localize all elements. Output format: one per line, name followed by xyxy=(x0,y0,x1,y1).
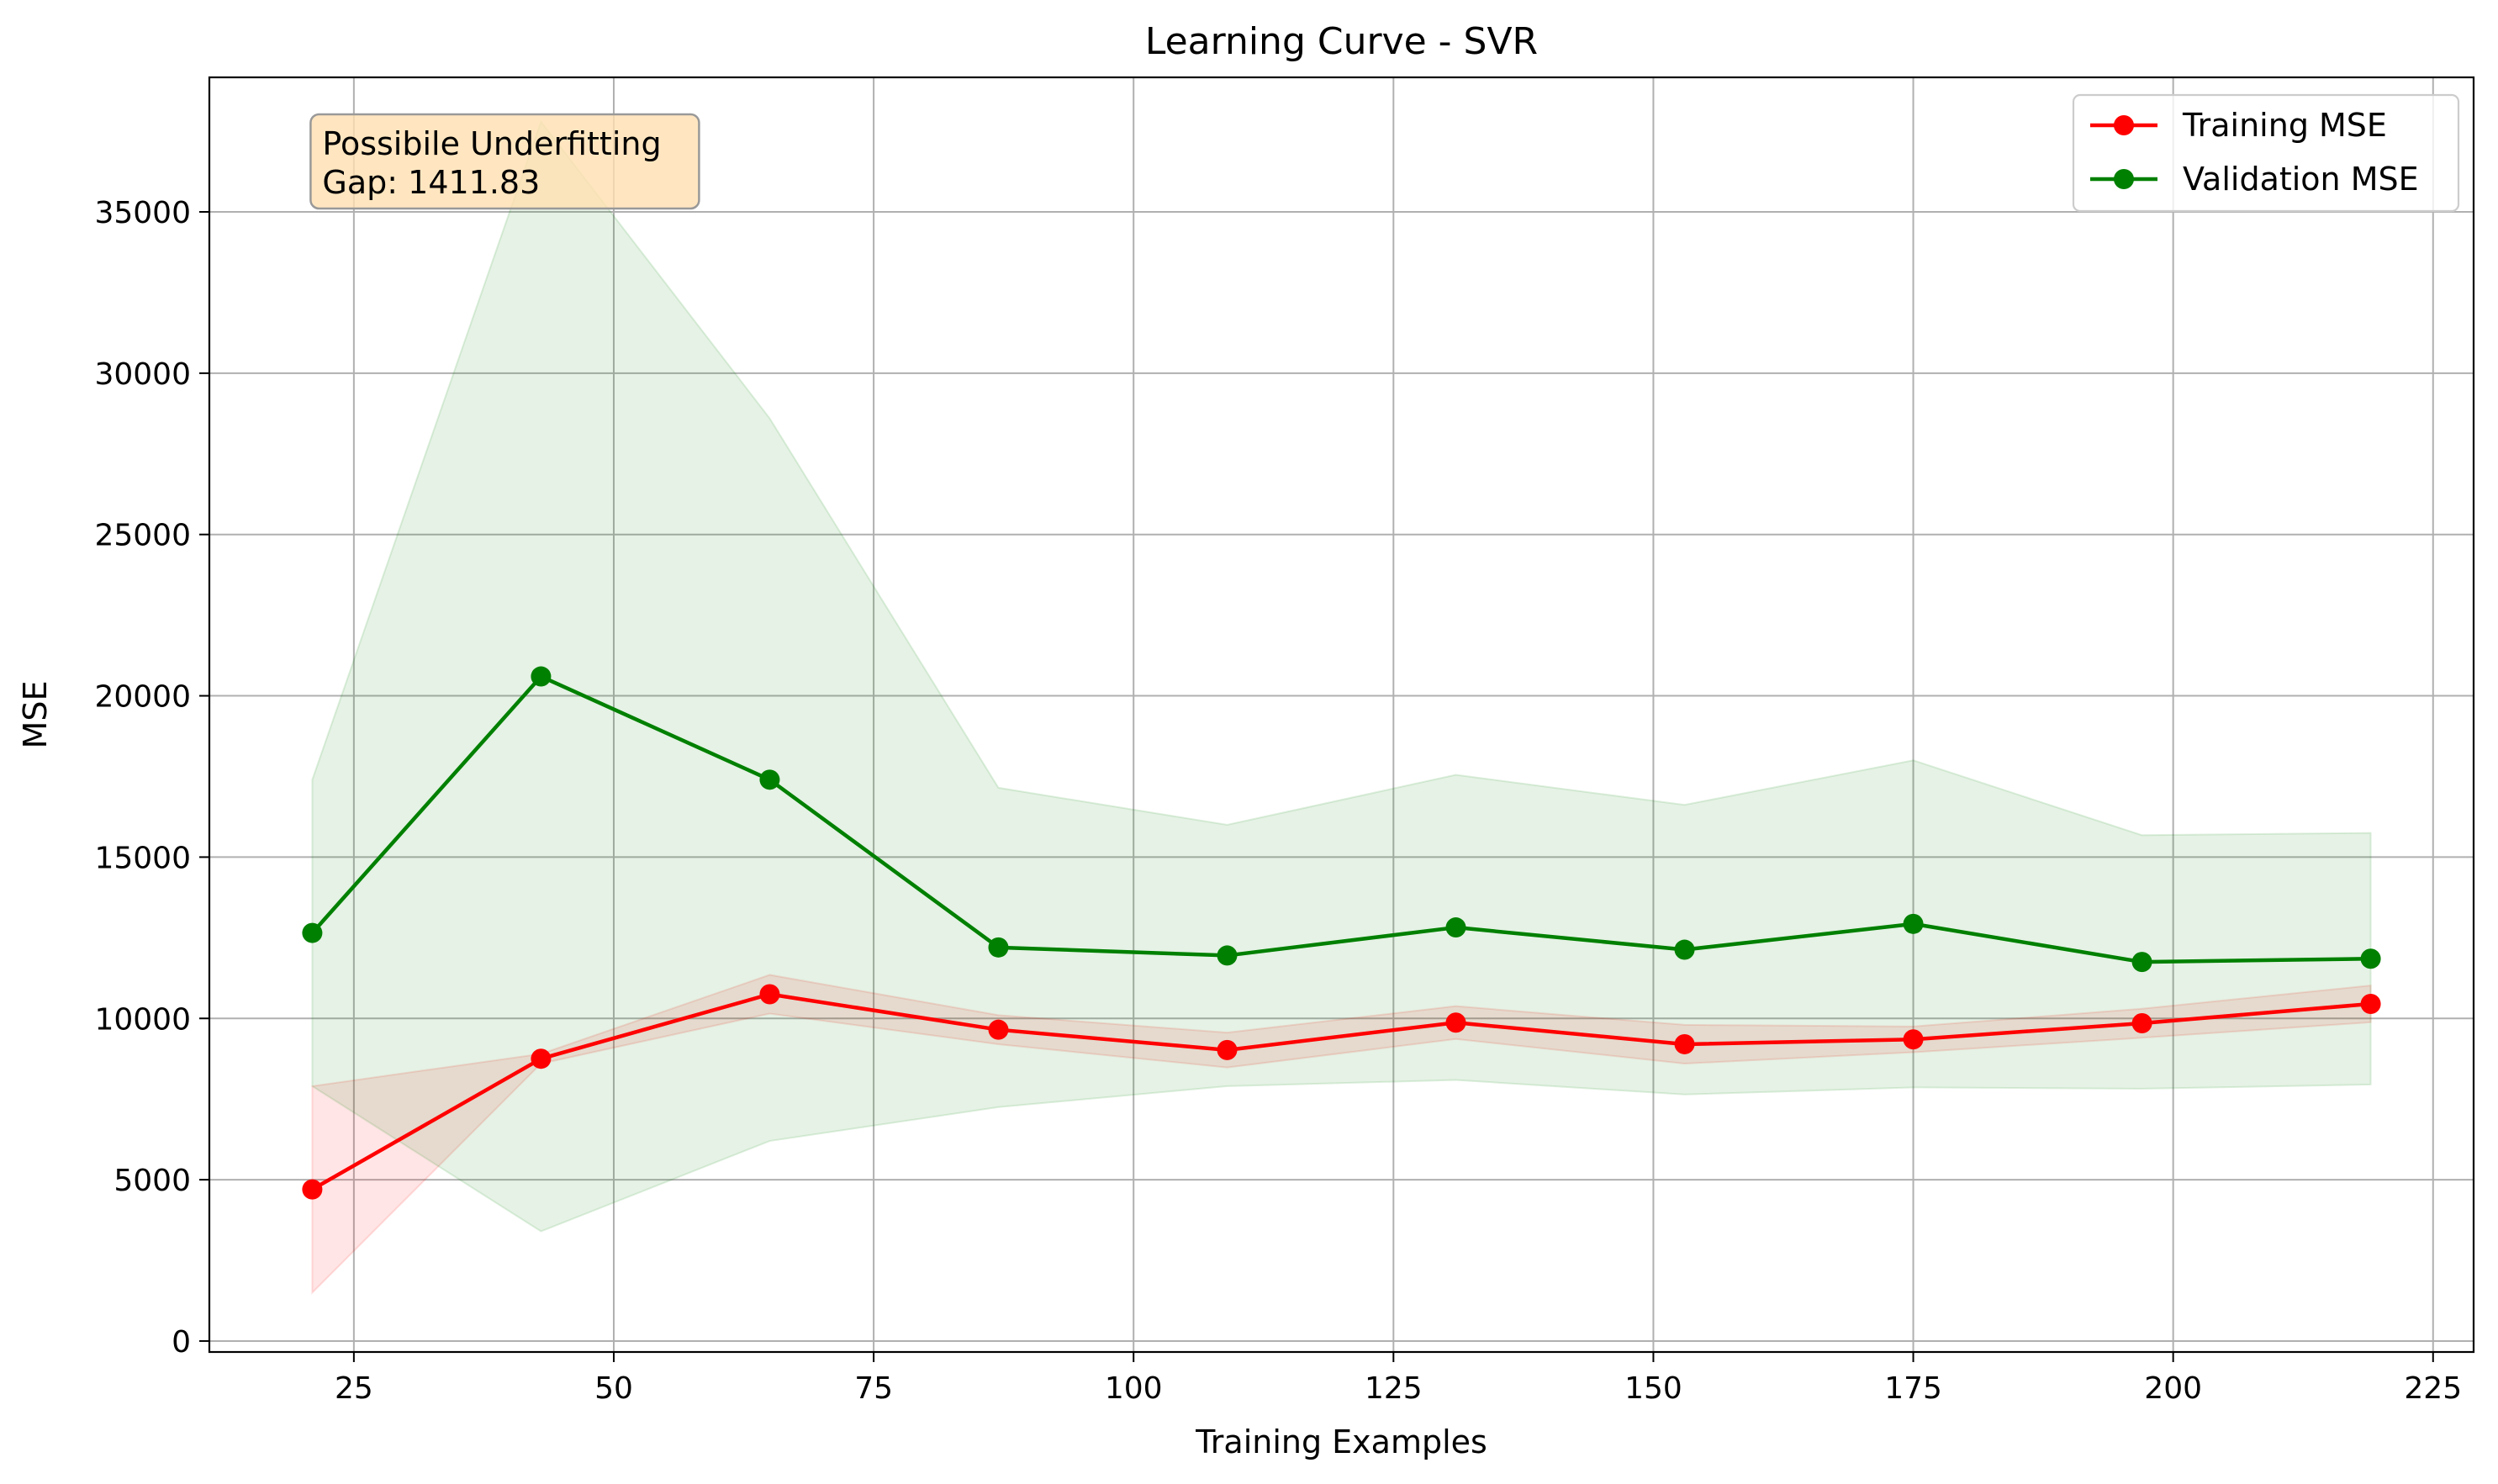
series-0-point xyxy=(2131,1013,2152,1034)
annotation-status-text: Possibile Underfitting xyxy=(322,125,661,162)
y-tick-label: 5000 xyxy=(114,1164,191,1198)
plot-frame xyxy=(208,76,2475,1354)
series-0-point xyxy=(2360,993,2381,1014)
x-tick-label: 225 xyxy=(2404,1371,2462,1406)
x-tick-label: 150 xyxy=(1624,1371,1682,1406)
x-tick-label: 100 xyxy=(1105,1371,1163,1406)
x-tick-label: 50 xyxy=(594,1371,633,1406)
y-tick-label: 25000 xyxy=(94,519,191,553)
legend-label-0: Training MSE xyxy=(2182,107,2387,144)
x-axis-label: Training Examples xyxy=(1195,1423,1487,1460)
confidence-bands xyxy=(311,119,2372,1295)
series-0-point xyxy=(302,1179,323,1200)
y-axis-label: MSE xyxy=(17,681,54,749)
series-0-point xyxy=(988,1019,1009,1040)
series-1-point xyxy=(302,922,323,943)
legend: Training MSE Validation MSE xyxy=(2072,93,2460,213)
legend-marker-0 xyxy=(2114,115,2134,135)
grid xyxy=(209,77,2474,1352)
y-tick-label: 30000 xyxy=(94,357,191,392)
y-tick-label: 15000 xyxy=(94,841,191,875)
series-1-point xyxy=(988,937,1009,958)
series-markers xyxy=(302,666,2381,1200)
confidence-band-series-0 xyxy=(311,974,2372,1295)
x-tick-label: 75 xyxy=(854,1371,893,1406)
series-line-0 xyxy=(311,992,2371,1191)
series-lines xyxy=(310,674,2371,1191)
series-0-point xyxy=(1217,1039,1238,1060)
legend-box xyxy=(2072,93,2460,213)
y-tick-label: 35000 xyxy=(94,196,191,230)
series-line-1 xyxy=(310,674,2371,964)
series-1-point xyxy=(1674,939,1695,960)
underfitting-annotation: Possibile Underfitting Gap: 1411.83 xyxy=(309,113,700,210)
series-1-point xyxy=(531,666,552,687)
series-1-point xyxy=(2360,948,2381,969)
x-tick-label: 125 xyxy=(1365,1371,1423,1406)
chart-title: Learning Curve - SVR xyxy=(1145,20,1538,63)
series-1-point xyxy=(1445,917,1466,938)
series-1-point xyxy=(1217,945,1238,966)
annotation-box xyxy=(309,113,700,210)
series-0-point xyxy=(1903,1029,1924,1050)
y-tick-label: 10000 xyxy=(94,1002,191,1037)
y-tick-label: 20000 xyxy=(94,680,191,715)
legend-marker-1 xyxy=(2114,169,2134,189)
confidence-band-series-1 xyxy=(311,119,2372,1233)
x-tick-label: 25 xyxy=(335,1371,373,1406)
y-tick-label: 0 xyxy=(172,1325,191,1360)
x-axis-ticks: 25 50 75 100 125 150 175 200 225 xyxy=(335,1352,2462,1406)
series-0-point xyxy=(1445,1012,1466,1033)
series-0-point xyxy=(1674,1033,1695,1054)
annotation-gap-text: Gap: 1411.83 xyxy=(322,164,540,201)
x-tick-label: 200 xyxy=(2144,1371,2202,1406)
legend-label-1: Validation MSE xyxy=(2183,161,2419,198)
y-axis-ticks: 0 5000 10000 15000 20000 25000 30000 35000 xyxy=(94,196,209,1360)
series-0-point xyxy=(531,1048,552,1069)
series-1-point xyxy=(759,769,780,790)
x-tick-label: 175 xyxy=(1884,1371,1942,1406)
series-1-point xyxy=(1903,913,1924,934)
series-0-point xyxy=(759,984,780,1005)
series-1-point xyxy=(2131,952,2152,973)
